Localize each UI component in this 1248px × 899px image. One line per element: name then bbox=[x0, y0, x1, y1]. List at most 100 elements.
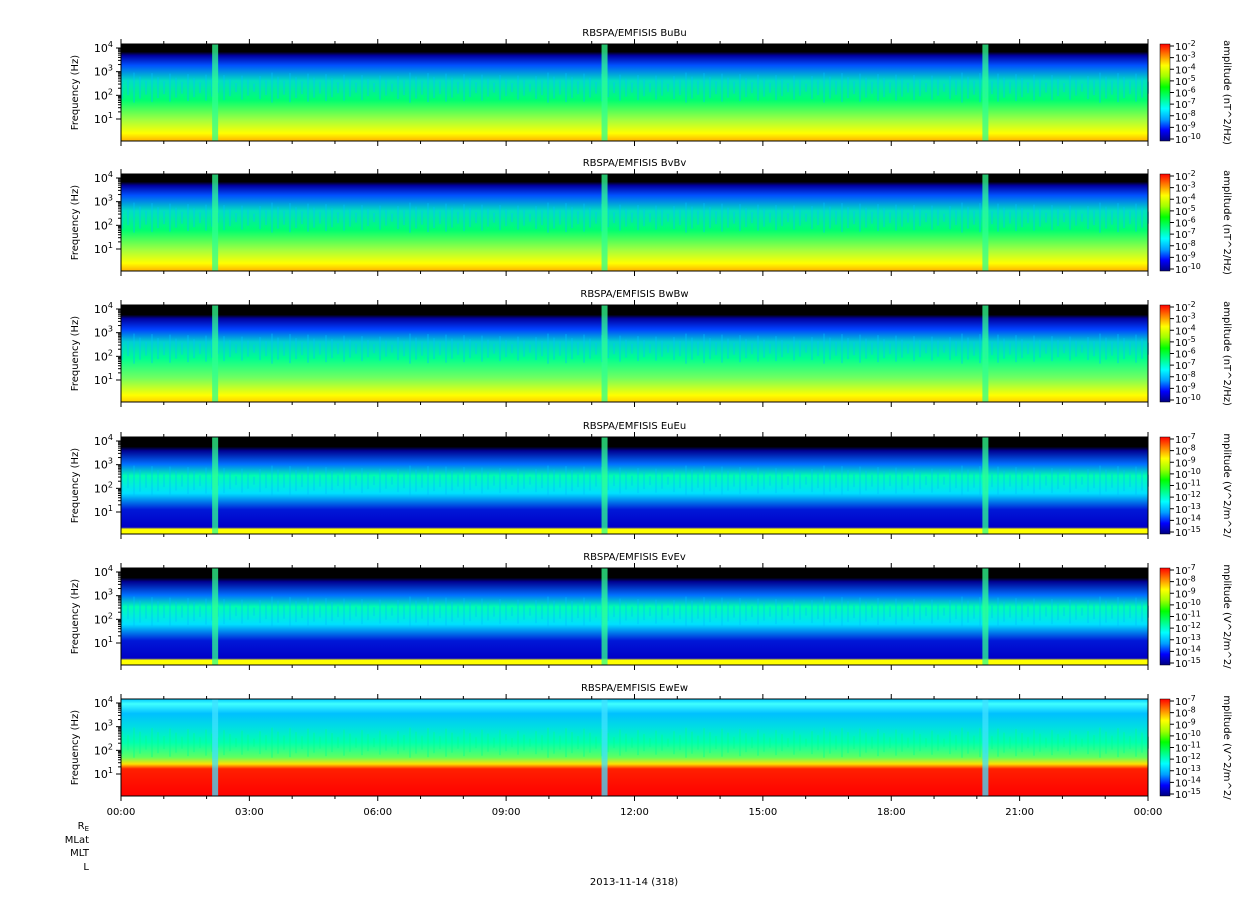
event-band bbox=[212, 305, 219, 402]
event-band bbox=[212, 174, 219, 271]
colorbar-label: mplitude (V^2/m^2/ bbox=[1221, 433, 1232, 538]
x-tick-label: 00:00 bbox=[1134, 807, 1163, 818]
panel-title: RBSPA/EMFISIS BuBu bbox=[582, 28, 686, 39]
y-tick-label: 103 bbox=[94, 194, 113, 209]
x-tick-label: 15:00 bbox=[748, 807, 777, 818]
x-tick-label: 09:00 bbox=[492, 807, 521, 818]
event-band bbox=[601, 568, 608, 665]
y-tick-label: 101 bbox=[94, 241, 113, 256]
event-band bbox=[982, 699, 989, 796]
colorbar-tick-label: 10-15 bbox=[1175, 656, 1201, 670]
y-axis-label: Frequency (Hz) bbox=[70, 316, 81, 392]
panel-4: RBSPA/EMFISIS EuEu Frequency (Hz) 101 102 10… bbox=[70, 421, 1232, 539]
event-band bbox=[982, 44, 989, 141]
spectrogram-image bbox=[121, 699, 1148, 796]
x-tick-label: 00:00 bbox=[107, 807, 136, 818]
y-tick-label: 103 bbox=[94, 719, 113, 734]
y-tick-label: 101 bbox=[94, 635, 113, 650]
ephemeris-label-mlt: MLT bbox=[70, 848, 90, 859]
colorbar-tick-label: 10-15 bbox=[1175, 787, 1201, 801]
ephemeris-label-l: L bbox=[83, 862, 89, 873]
x-tick-label: 12:00 bbox=[620, 807, 649, 818]
event-band bbox=[982, 568, 989, 665]
colorbar: 10-710-810-910-1010-1110-1210-1310-1410-… bbox=[1159, 694, 1232, 801]
panel-title: RBSPA/EMFISIS BvBv bbox=[583, 158, 687, 169]
x-tick-label: 21:00 bbox=[1005, 807, 1034, 818]
panel-title: RBSPA/EMFISIS BwBw bbox=[580, 289, 688, 300]
x-tick-label: 06:00 bbox=[363, 807, 392, 818]
event-band bbox=[982, 437, 989, 534]
panel-6: RBSPA/EMFISIS EwEw Frequency (Hz) 101 102 10… bbox=[70, 683, 1232, 818]
colorbar-tick-label: 10-10 bbox=[1175, 132, 1201, 146]
y-tick-label: 104 bbox=[94, 564, 113, 579]
y-tick-label: 101 bbox=[94, 372, 113, 387]
date-label: 2013-11-14 (318) bbox=[590, 877, 678, 888]
ephemeris-label-mlat: MLat bbox=[65, 835, 89, 846]
spectrogram-texture bbox=[121, 333, 1149, 364]
y-tick-label: 103 bbox=[94, 325, 113, 340]
y-tick-label: 104 bbox=[94, 433, 113, 448]
colorbar-label: amplitude (nT^2/Hz) bbox=[1221, 301, 1232, 406]
event-band bbox=[601, 174, 608, 271]
event-band bbox=[982, 305, 989, 402]
y-axis-label: Frequency (Hz) bbox=[70, 448, 81, 524]
y-tick-label: 102 bbox=[94, 348, 113, 363]
colorbar-label: amplitude (nT^2/Hz) bbox=[1221, 40, 1232, 145]
ephemeris-label-re: RE bbox=[78, 821, 89, 833]
y-tick-label: 102 bbox=[94, 611, 113, 626]
panel-title: RBSPA/EMFISIS EuEu bbox=[583, 421, 686, 432]
y-tick-label: 101 bbox=[94, 504, 113, 519]
y-axis-label: Frequency (Hz) bbox=[70, 55, 81, 131]
y-tick-label: 104 bbox=[94, 695, 113, 710]
x-tick-label: 18:00 bbox=[877, 807, 906, 818]
colorbar-tick-label: 10-10 bbox=[1175, 262, 1201, 276]
event-band bbox=[982, 174, 989, 271]
event-band bbox=[212, 699, 219, 796]
y-tick-label: 101 bbox=[94, 766, 113, 781]
spectrogram-texture bbox=[121, 72, 1149, 103]
colorbar-label: mplitude (V^2/m^2/ bbox=[1221, 695, 1232, 800]
event-band bbox=[601, 699, 608, 796]
colorbar: 10-210-310-410-510-610-710-810-910-10 amp… bbox=[1159, 300, 1232, 407]
event-band bbox=[601, 437, 608, 534]
colorbar: 10-710-810-910-1010-1110-1210-1310-1410-… bbox=[1159, 432, 1232, 539]
y-tick-label: 101 bbox=[94, 111, 113, 126]
y-axis-label: Frequency (Hz) bbox=[70, 185, 81, 261]
panel-1: RBSPA/EMFISIS BuBu Frequency (Hz) 101 102 10… bbox=[70, 28, 1232, 146]
x-tick-label: 03:00 bbox=[235, 807, 264, 818]
y-tick-label: 103 bbox=[94, 64, 113, 79]
y-axis-label: Frequency (Hz) bbox=[70, 579, 81, 655]
event-band bbox=[601, 305, 608, 402]
colorbar-tick-label: 10-10 bbox=[1175, 393, 1201, 407]
y-tick-label: 102 bbox=[94, 480, 113, 495]
y-tick-label: 104 bbox=[94, 40, 113, 55]
panel-3: RBSPA/EMFISIS BwBw Frequency (Hz) 101 102 10… bbox=[70, 289, 1232, 407]
panel-title: RBSPA/EMFISIS EwEw bbox=[581, 683, 688, 694]
y-tick-label: 102 bbox=[94, 87, 113, 102]
spectrogram-image bbox=[121, 437, 1148, 534]
event-band bbox=[601, 44, 608, 141]
y-tick-label: 103 bbox=[94, 588, 113, 603]
event-band bbox=[212, 437, 219, 534]
y-tick-label: 104 bbox=[94, 301, 113, 316]
colorbar: 10-210-310-410-510-610-710-810-910-10 amp… bbox=[1159, 39, 1232, 146]
colorbar-label: mplitude (V^2/m^2/ bbox=[1221, 564, 1232, 669]
y-axis-label: Frequency (Hz) bbox=[70, 710, 81, 786]
y-tick-label: 102 bbox=[94, 742, 113, 757]
colorbar-tick-label: 10-15 bbox=[1175, 525, 1201, 539]
panel-5: RBSPA/EMFISIS EvEv Frequency (Hz) 101 102 10… bbox=[70, 552, 1232, 670]
colorbar: 10-710-810-910-1010-1110-1210-1310-1410-… bbox=[1159, 563, 1232, 670]
colorbar: 10-210-310-410-510-610-710-810-910-10 amp… bbox=[1159, 169, 1232, 276]
spectrogram-texture bbox=[121, 596, 1149, 627]
y-tick-label: 104 bbox=[94, 170, 113, 185]
y-tick-label: 102 bbox=[94, 217, 113, 232]
panel-2: RBSPA/EMFISIS BvBv Frequency (Hz) 101 102 10… bbox=[70, 158, 1232, 276]
spectrogram-image bbox=[121, 174, 1148, 271]
event-band bbox=[212, 568, 219, 665]
y-tick-label: 103 bbox=[94, 457, 113, 472]
spectrogram-texture bbox=[121, 202, 1149, 233]
event-band bbox=[212, 44, 219, 141]
spectrogram-image bbox=[121, 305, 1148, 402]
